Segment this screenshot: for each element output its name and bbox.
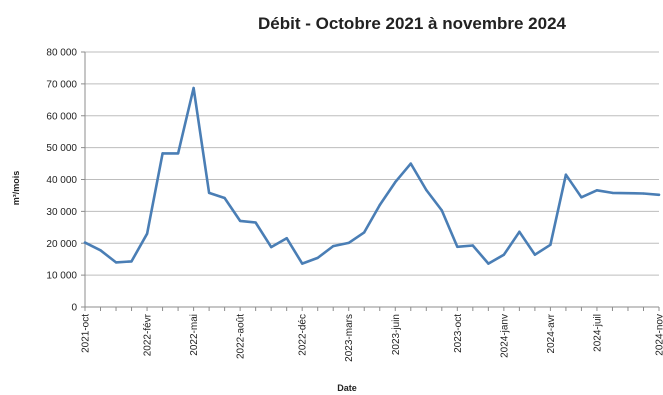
y-tick-label: 60 000	[46, 111, 77, 122]
x-axis-label: Date	[337, 383, 357, 393]
data-point	[238, 219, 242, 223]
gridlines	[85, 51, 659, 276]
data-point	[83, 241, 87, 244]
x-tick-label: 2024-juil	[592, 314, 603, 352]
data-point	[440, 209, 444, 212]
data-point	[471, 244, 475, 247]
y-tick-label: 50 000	[46, 143, 77, 154]
data-point	[425, 188, 428, 192]
y-tick-label: 70 000	[46, 79, 77, 90]
data-point	[378, 203, 381, 207]
x-tick-label: 2021-oct	[81, 314, 92, 353]
data-point	[518, 230, 521, 233]
data-point	[363, 231, 366, 234]
data-point	[176, 152, 180, 155]
x-tick-label: 2022-déc	[298, 314, 309, 356]
y-tick-label: 10 000	[46, 271, 77, 282]
data-point	[99, 249, 102, 252]
data-point	[192, 86, 195, 90]
data-point	[595, 189, 599, 192]
x-tick-label: 2023-juin	[391, 314, 402, 355]
data-point	[533, 253, 537, 256]
data-point	[114, 261, 118, 264]
y-tick-label: 20 000	[46, 239, 77, 250]
data-point	[580, 196, 583, 199]
x-tick-labels: 2021-oct 2022-févr 2022-mai 2022-août 2022-d…	[81, 313, 663, 361]
data-point	[456, 245, 459, 248]
x-tick-label: 2022-févr	[143, 313, 154, 356]
axes	[81, 51, 660, 311]
series	[83, 86, 661, 265]
data-point	[642, 192, 645, 195]
data-point	[549, 243, 552, 247]
data-point	[161, 152, 164, 155]
data-point	[394, 180, 397, 184]
data-point	[207, 191, 211, 195]
data-point	[316, 256, 319, 260]
data-point	[626, 192, 630, 195]
data-point	[145, 232, 149, 235]
data-point	[254, 221, 257, 224]
data-point	[332, 244, 335, 248]
y-tick-labels: 0 10 000 20 000 30 000 40 000 50 000 60 000 70 …	[46, 48, 77, 314]
data-point	[223, 196, 226, 200]
data-point	[564, 173, 568, 176]
data-point	[269, 245, 273, 249]
x-tick-label: 2024-janv	[499, 314, 510, 358]
data-point	[300, 262, 304, 265]
data-point	[130, 260, 133, 263]
y-tick-label: 30 000	[46, 207, 77, 218]
data-point	[347, 241, 350, 245]
data-point	[657, 193, 661, 196]
series-line	[83, 86, 661, 265]
data-point	[611, 191, 614, 195]
data-point	[487, 262, 490, 265]
y-axis-label: m³/mois	[11, 171, 21, 206]
x-tick-label: 2024-nov	[655, 314, 663, 356]
data-point	[285, 236, 288, 240]
chart-title: Débit - Octobre 2021 à novembre 2024	[258, 14, 567, 33]
y-tick-label: 80 000	[46, 48, 77, 59]
data-point	[409, 162, 412, 165]
data-point	[502, 253, 506, 256]
x-tick-label: 2024-avr	[546, 313, 557, 353]
x-tick-label: 2022-août	[236, 314, 247, 359]
y-tick-label: 0	[71, 303, 77, 314]
x-tick-label: 2022-mai	[189, 314, 200, 356]
x-tick-label: 2023-mars	[344, 314, 355, 362]
x-tick-label: 2023-oct	[453, 314, 464, 353]
y-tick-label: 40 000	[46, 175, 77, 186]
